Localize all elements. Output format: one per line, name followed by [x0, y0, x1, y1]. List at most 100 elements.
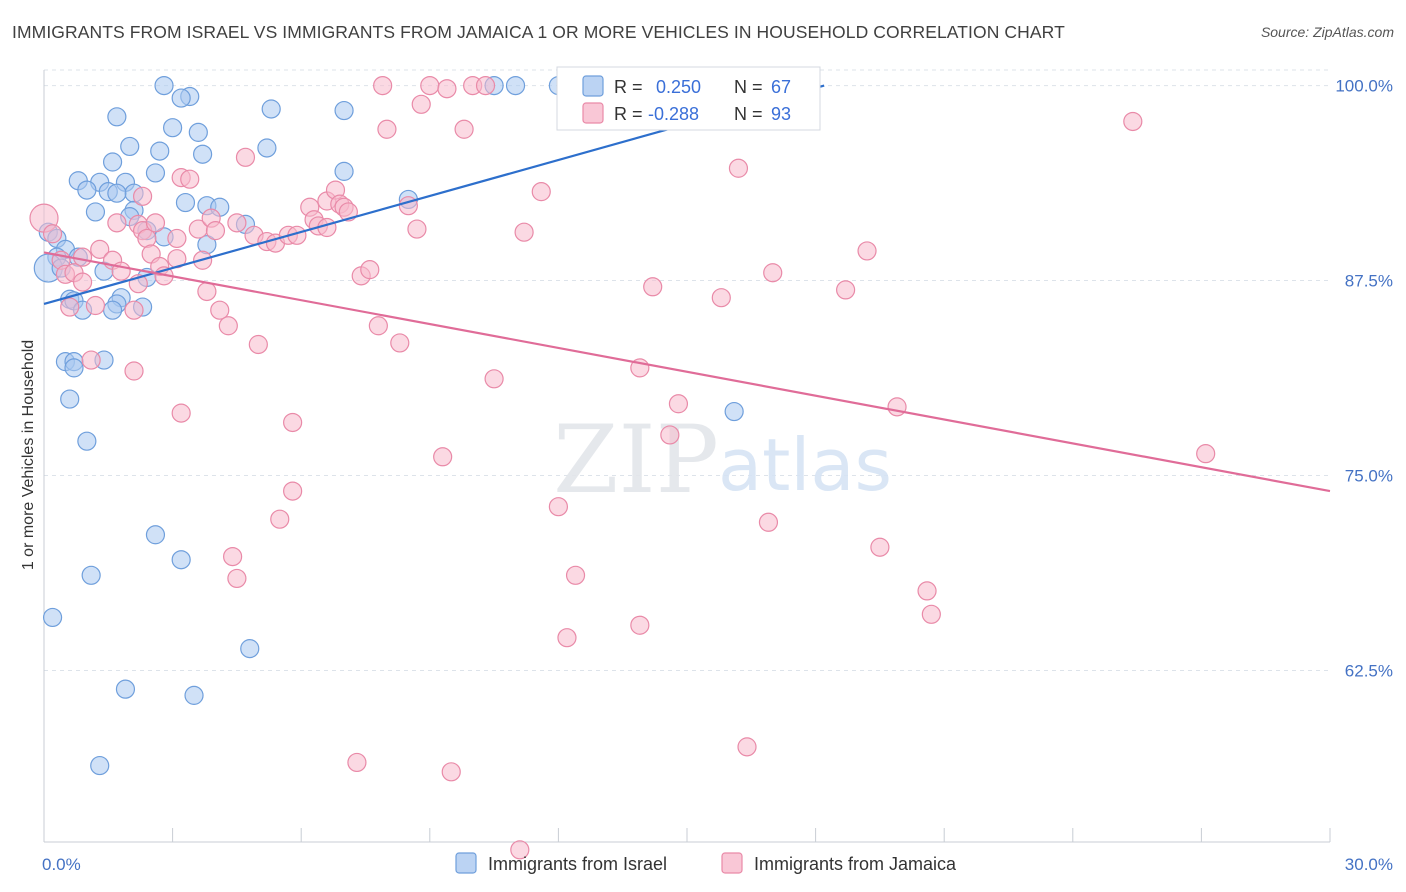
- point-jamaica-80: [548, 497, 569, 517]
- tick-labels: 62.5% 75.0% 87.5% 100.0% 0.0% 30.0%: [42, 77, 1393, 874]
- point-israel-9: [257, 138, 277, 158]
- stats-legend: R = 0.250 N = 67 R = -0.288 N = 93: [556, 66, 821, 131]
- bottom-legend-swatch-israel[interactable]: [455, 852, 477, 874]
- point-jamaica-89: [728, 158, 749, 178]
- y-tick-label-1: 75.0%: [1345, 466, 1393, 485]
- point-israel-5: [107, 107, 127, 127]
- point-jamaica-32: [197, 281, 217, 302]
- y-tick-label-3: 100.0%: [1335, 77, 1393, 96]
- point-jamaica-70: [433, 447, 453, 467]
- point-jamaica-94: [857, 241, 877, 261]
- bottom-legend-label-israel[interactable]: Immigrants from Israel: [488, 854, 667, 874]
- chart-title: IMMIGRANTS FROM ISRAEL VS IMMIGRANTS FRO…: [12, 22, 1065, 42]
- point-jamaica-97: [917, 581, 937, 601]
- point-israel-13: [145, 163, 166, 183]
- point-jamaica-45: [270, 509, 290, 529]
- point-jamaica-7: [60, 297, 80, 317]
- point-israel-10: [150, 141, 170, 161]
- watermark-atlas: atlas: [718, 423, 892, 507]
- point-jamaica-10: [90, 239, 110, 259]
- trendline-jamaica: [43, 251, 1331, 493]
- point-jamaica-84: [630, 615, 650, 635]
- watermark: ZIP atlas: [553, 406, 892, 515]
- point-jamaica-1: [42, 224, 63, 244]
- legend-r-label-jamaica: R =: [614, 104, 643, 124]
- legend-r-label-israel: R =: [614, 77, 643, 97]
- point-jamaica-39: [227, 568, 247, 589]
- point-israel-52: [64, 358, 84, 378]
- point-jamaica-90: [737, 737, 757, 757]
- point-israel-4: [334, 100, 354, 121]
- point-jamaica-72: [441, 762, 461, 782]
- point-jamaica-99: [1123, 111, 1143, 132]
- point-jamaica-67: [407, 219, 427, 239]
- point-jamaica-13: [107, 213, 127, 233]
- point-jamaica-68: [411, 94, 431, 114]
- point-israel-14: [334, 161, 354, 181]
- point-israel-21: [107, 183, 127, 203]
- point-jamaica-37: [227, 213, 247, 233]
- point-israel-23: [175, 192, 196, 213]
- point-jamaica-82: [557, 628, 577, 648]
- point-jamaica-59: [347, 752, 367, 773]
- point-jamaica-29: [180, 169, 200, 189]
- bottom-legend-label-jamaica[interactable]: Immigrants from Jamaica: [754, 854, 957, 874]
- point-jamaica-38: [223, 546, 243, 567]
- point-jamaica-63: [373, 75, 393, 96]
- point-jamaica-79: [531, 182, 551, 202]
- point-jamaica-8: [81, 350, 101, 370]
- point-israel-53: [60, 389, 80, 409]
- point-jamaica-28: [171, 403, 191, 423]
- point-israel-46: [102, 300, 123, 320]
- point-israel-61: [115, 679, 136, 699]
- point-jamaica-96: [887, 397, 907, 417]
- point-jamaica-6: [72, 272, 93, 292]
- point-jamaica-18: [124, 361, 144, 381]
- point-jamaica-98: [921, 604, 941, 624]
- point-jamaica-22: [145, 213, 166, 233]
- source-credit: Source: ZipAtlas.com: [1260, 24, 1394, 40]
- point-jamaica-75: [475, 75, 496, 96]
- point-israel-8: [120, 136, 140, 157]
- point-israel-19: [77, 180, 97, 200]
- point-jamaica-95: [870, 537, 890, 557]
- point-jamaica-73: [454, 119, 474, 139]
- point-jamaica-65: [390, 333, 410, 353]
- legend-r-value-israel: 0.250: [656, 77, 701, 97]
- point-israel-56: [145, 525, 166, 545]
- point-jamaica-93: [836, 280, 856, 300]
- point-jamaica-92: [763, 263, 783, 283]
- point-jamaica-36: [218, 316, 238, 336]
- legend-swatch-jamaica: [582, 102, 604, 124]
- bottom-legend-swatch-jamaica[interactable]: [721, 852, 743, 874]
- point-jamaica-91: [758, 512, 779, 532]
- x-tick-label-max: 30.0%: [1345, 855, 1393, 874]
- point-jamaica-76: [484, 369, 504, 389]
- point-jamaica-47: [283, 481, 303, 501]
- point-jamaica-61: [360, 260, 380, 280]
- point-israel-3: [261, 99, 281, 119]
- point-jamaica-49: [283, 412, 303, 433]
- point-jamaica-40: [235, 147, 256, 167]
- point-israel-58: [81, 565, 101, 585]
- point-israel-57: [171, 550, 191, 570]
- legend-r-value-jamaica: -0.288: [648, 104, 699, 124]
- point-jamaica-62: [368, 316, 388, 336]
- point-jamaica-86: [660, 425, 680, 445]
- axes: [43, 70, 1331, 843]
- point-jamaica-85: [643, 277, 663, 297]
- point-jamaica-87: [668, 394, 689, 414]
- point-israel-7: [188, 122, 208, 142]
- point-israel-60: [240, 639, 260, 659]
- point-jamaica-35: [210, 300, 230, 320]
- legend-swatch-israel: [582, 75, 604, 97]
- y-axis-label: 1 or more Vehicles in Household: [20, 340, 37, 570]
- point-jamaica-100: [1196, 444, 1216, 464]
- bottom-legend: Immigrants from Israel Immigrants from J…: [455, 852, 957, 874]
- point-israel-65: [505, 75, 526, 96]
- point-israel-11: [193, 144, 213, 164]
- point-jamaica-34: [205, 221, 226, 241]
- point-jamaica-19: [132, 186, 153, 206]
- point-jamaica-9: [85, 295, 106, 316]
